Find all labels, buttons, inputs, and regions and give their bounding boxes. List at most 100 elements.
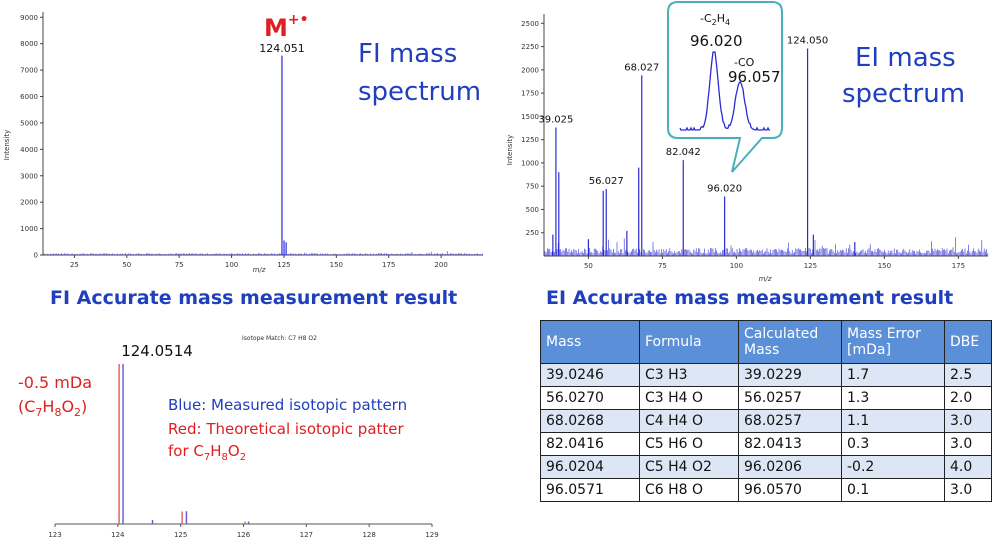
ei-inset-loss2: -CO xyxy=(734,56,755,69)
ei-result-heading: EI Accurate mass measurement result xyxy=(546,287,954,309)
cell-formula: C4 H4 O xyxy=(639,409,739,433)
cell-dbe: 4.0 xyxy=(944,455,992,479)
x-tick-label: 75 xyxy=(175,261,184,269)
y-tick-label: 0 xyxy=(34,252,38,260)
table-row: 56.0270 C3 H4 O 56.0257 1.3 2.0 xyxy=(540,386,992,410)
table-row: 96.0204 C5 H4 O2 96.0206 -0.2 4.0 xyxy=(540,455,992,479)
header-mass: Mass xyxy=(540,320,640,364)
y-tick-label: 500 xyxy=(526,206,539,214)
table-row: 96.0571 C6 H8 O 96.0570 0.1 3.0 xyxy=(540,478,992,502)
cell-mass-error: 0.1 xyxy=(841,478,945,502)
x-tick-label: 175 xyxy=(952,262,965,270)
cell-dbe: 3.0 xyxy=(944,409,992,433)
fi-y-axis: 0 1000 2000 3000 4000 5000 6000 7000 8000 9000 xyxy=(20,12,44,260)
header-mass-error: Mass Error [mDa] xyxy=(841,320,945,364)
cell-mass: 56.0270 xyxy=(540,386,640,410)
cell-calculated-mass: 96.0206 xyxy=(738,455,842,479)
cell-formula: C5 H6 O xyxy=(639,432,739,456)
fi-result-heading: FI Accurate mass measurement result xyxy=(50,287,458,309)
table-row: 39.0246 C3 H3 39.0229 1.7 2.5 xyxy=(540,363,992,387)
isotope-peak-label: 124.0514 xyxy=(121,342,193,360)
table-row: 82.0416 C5 H6 O 82.0413 0.3 3.0 xyxy=(540,432,992,456)
peak-label: 39.025 xyxy=(538,115,573,126)
fi-ion-label: M+• xyxy=(264,12,309,42)
x-tick-label: 128 xyxy=(362,531,375,539)
ei-peaks xyxy=(552,48,856,256)
cell-dbe: 3.0 xyxy=(944,478,992,502)
cell-dbe: 3.0 xyxy=(944,432,992,456)
cell-mass: 68.0268 xyxy=(540,409,640,433)
y-tick-label: 1750 xyxy=(521,90,539,98)
y-tick-label: 4000 xyxy=(20,146,38,154)
y-tick-label: 2500 xyxy=(521,20,539,28)
y-tick-label: 7000 xyxy=(20,67,38,75)
baseline-noise xyxy=(544,237,989,256)
fi-peak-label: 124.051 xyxy=(259,42,305,55)
x-tick-label: 175 xyxy=(382,261,395,269)
x-tick-label: 125 xyxy=(174,531,187,539)
x-tick-label: 25 xyxy=(70,261,79,269)
header-formula: Formula xyxy=(639,320,739,364)
ei-spectrum-chart: 250 500 750 1000 1250 1500 1750 2000 2250 2500 50… xyxy=(506,1,989,283)
fi-y-axis-title: Intensity xyxy=(3,130,11,160)
cell-mass-error: 1.7 xyxy=(841,363,945,387)
x-tick-label: 50 xyxy=(122,261,131,269)
fi-noise xyxy=(43,251,483,255)
ei-x-axis-title: m/z xyxy=(759,275,772,283)
header-dbe: DBE xyxy=(944,320,992,364)
y-tick-label: 2000 xyxy=(20,199,38,207)
cell-dbe: 2.0 xyxy=(944,386,992,410)
x-tick-label: 150 xyxy=(330,261,343,269)
ei-y-axis: 250 500 750 1000 1250 1500 1750 2000 2250 2500 xyxy=(521,14,545,256)
x-tick-label: 123 xyxy=(48,531,61,539)
ei-inset-value1: 96.020 xyxy=(690,32,743,50)
cell-mass-error: 1.1 xyxy=(841,409,945,433)
cell-mass-error: 0.3 xyxy=(841,432,945,456)
x-tick-label: 200 xyxy=(434,261,447,269)
isotope-match-title: Isotope Match: C7 H8 O2 xyxy=(242,335,317,342)
isotope-formula: (C7H8O2) xyxy=(18,397,87,419)
peak-label: 68.027 xyxy=(624,62,659,73)
x-tick-label: 75 xyxy=(658,262,667,270)
x-tick-label: 125 xyxy=(804,262,817,270)
x-tick-label: 100 xyxy=(225,261,238,269)
peak-label: 82.042 xyxy=(666,147,701,158)
ei-spectrum-title-1: EI mass xyxy=(855,43,956,73)
cell-calculated-mass: 82.0413 xyxy=(738,432,842,456)
isotope-mass-error: -0.5 mDa xyxy=(18,373,92,392)
isotope-bars xyxy=(118,364,250,524)
y-tick-label: 5000 xyxy=(20,119,38,127)
ei-spectrum-title-2: spectrum xyxy=(842,79,965,109)
x-tick-label: 125 xyxy=(277,261,290,269)
cell-calculated-mass: 68.0257 xyxy=(738,409,842,433)
ei-result-table: Mass Formula Calculated Mass Mass Error … xyxy=(540,320,992,502)
cell-calculated-mass: 56.0257 xyxy=(738,386,842,410)
ei-peak-labels: 39.025 56.027 68.027 82.042 96.020 124.050 xyxy=(538,35,828,194)
isotope-legend-theoretical-formula: for C7H8O2 xyxy=(168,442,246,463)
cell-formula: C5 H4 O2 xyxy=(639,455,739,479)
cell-calculated-mass: 39.0229 xyxy=(738,363,842,387)
fi-x-axis-title: m/z xyxy=(253,266,266,274)
cell-formula: C6 H8 O xyxy=(639,478,739,502)
ei-x-axis: 50 75 100 125 150 175 xyxy=(544,255,988,270)
header-calculated-mass: Calculated Mass xyxy=(738,320,842,364)
cell-calculated-mass: 96.0570 xyxy=(738,478,842,502)
cell-mass: 82.0416 xyxy=(540,432,640,456)
isotope-pattern-chart: Isotope Match: C7 H8 O2 123 124 125 126 127 1… xyxy=(18,335,439,539)
table-row: 68.0268 C4 H4 O 68.0257 1.1 3.0 xyxy=(540,409,992,433)
ei-inset-value2: 96.057 xyxy=(728,68,781,86)
y-tick-label: 2250 xyxy=(521,43,539,51)
y-tick-label: 9000 xyxy=(20,14,38,22)
isotope-legend-theoretical: Red: Theoretical isotopic patter xyxy=(168,420,405,438)
y-tick-label: 3000 xyxy=(20,172,38,180)
x-tick-label: 129 xyxy=(425,531,438,539)
y-tick-label: 1500 xyxy=(521,113,539,121)
y-tick-label: 1000 xyxy=(20,225,38,233)
ei-inset-loss1: -C2H4 xyxy=(700,12,730,27)
ei-inset-profile xyxy=(679,51,770,131)
isotope-legend-measured: Blue: Measured isotopic pattern xyxy=(168,396,407,414)
peak-label: 124.050 xyxy=(787,35,828,46)
peak-label: 56.027 xyxy=(589,176,624,187)
y-tick-label: 1250 xyxy=(521,136,539,144)
baseline-noise xyxy=(43,251,483,255)
